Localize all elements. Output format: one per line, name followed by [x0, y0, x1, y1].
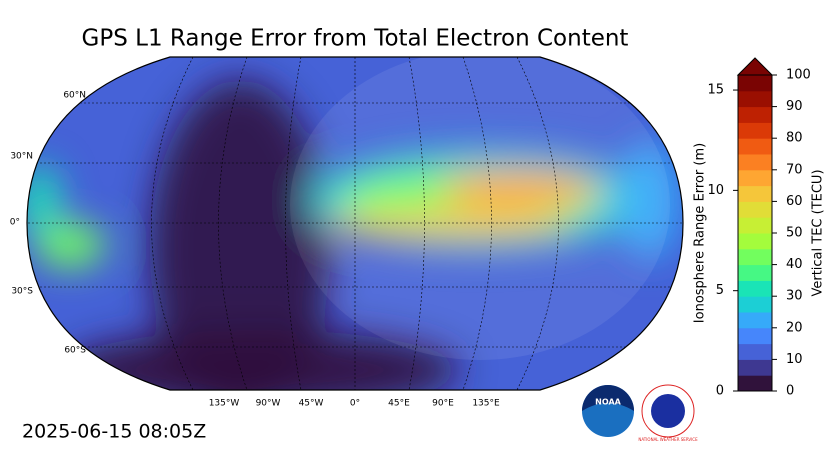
right-tick-label: 50 — [786, 226, 803, 241]
colorbar-band — [738, 248, 772, 266]
colorbar-band — [738, 154, 772, 171]
right-tick-label: 60 — [786, 194, 803, 209]
left-tick-label: 10 — [707, 183, 724, 198]
colorbar-band — [738, 138, 772, 155]
lat-label: 60°S — [64, 346, 86, 356]
right-tick-label: 90 — [786, 99, 803, 114]
lon-labels: 135°W 90°W 45°W 0° 45°E 90°E 135°E — [209, 399, 500, 409]
colorbar-extend — [736, 57, 774, 76]
nws-logo: NATIONAL WEATHER SERVICE — [638, 384, 698, 442]
lat-label: 30°N — [10, 152, 33, 162]
colorbar-band — [738, 280, 772, 297]
lon-label: 45°W — [299, 399, 324, 409]
colorbar-band — [738, 185, 772, 202]
lat-labels: 60°N 30°N 0° 30°S 60°S — [10, 91, 87, 356]
colorbar-band — [738, 312, 772, 329]
noaa-text: NOAA — [595, 398, 621, 407]
map-border — [26, 56, 684, 391]
lat-label: 60°N — [63, 91, 86, 101]
colorbar-band — [738, 233, 772, 250]
right-tick-label: 20 — [786, 320, 803, 335]
title: GPS L1 Range Error from Total Electron C… — [82, 26, 629, 52]
colorbar: 0 10 20 30 40 50 60 70 80 90 100 0 5 10 15 — [707, 57, 811, 399]
right-tick-label: 30 — [786, 289, 803, 304]
lat-label: 30°S — [11, 287, 33, 297]
colorbar-band — [738, 75, 772, 92]
noaa-logo: NOAA — [582, 385, 634, 437]
lat-label: 0° — [10, 218, 20, 228]
right-tick-label: 10 — [786, 352, 803, 367]
timestamp: 2025-06-15 08:05Z — [22, 421, 206, 443]
colorbar-band — [738, 217, 772, 234]
colorbar-band — [738, 264, 772, 281]
lon-label: 90°E — [432, 399, 454, 409]
left-tick-label: 0 — [716, 384, 724, 399]
colorbar-band — [738, 359, 772, 376]
colorbar-band — [738, 106, 772, 123]
lon-label: 135°W — [209, 399, 240, 409]
lon-label: 135°E — [472, 399, 500, 409]
right-tick-label: 80 — [786, 131, 803, 146]
left-tick-label: 15 — [707, 83, 724, 98]
lon-label: 45°E — [388, 399, 410, 409]
graticule — [27, 57, 683, 390]
right-tick-label: 100 — [786, 68, 811, 83]
left-tick-label: 5 — [716, 283, 724, 298]
colorbar-band — [738, 343, 772, 360]
colorbar-band — [738, 90, 772, 108]
map — [27, 57, 683, 390]
nws-text: NATIONAL WEATHER SERVICE — [638, 437, 698, 442]
lon-label: 0° — [350, 399, 360, 409]
lon-label: 90°W — [256, 399, 281, 409]
right-tick-label: 40 — [786, 257, 803, 272]
colorbar-band — [738, 201, 772, 218]
colorbar-band — [738, 169, 772, 187]
colorbar-band — [738, 122, 772, 139]
colorbar-band — [738, 375, 772, 392]
right-tick-label: 0 — [786, 384, 794, 399]
left-axis-label: Ionosphere Range Error (m) — [693, 143, 708, 323]
colorbar-band — [738, 296, 772, 313]
right-axis-label: Vertical TEC (TECU) — [811, 169, 826, 296]
colorbar-band — [738, 327, 772, 345]
right-tick-label: 70 — [786, 162, 803, 177]
